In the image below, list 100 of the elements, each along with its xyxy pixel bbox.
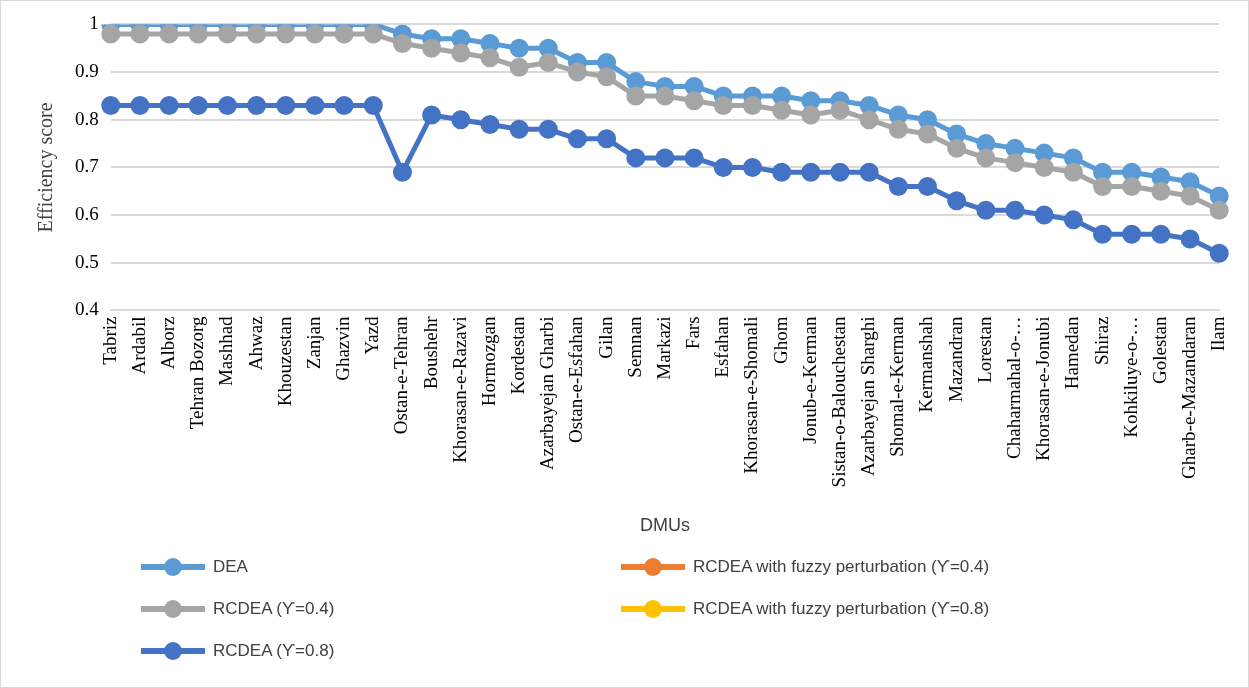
point xyxy=(684,76,704,96)
x-tick-label: Markazi xyxy=(652,316,674,380)
point xyxy=(801,105,821,125)
point xyxy=(918,176,937,196)
point xyxy=(1180,172,1200,192)
x-tick-label: Boushehr xyxy=(419,315,441,390)
legend-label: RCDEA (ϒ=0.8) xyxy=(213,641,335,661)
point xyxy=(1122,162,1142,182)
legend-label: DEA xyxy=(213,557,248,577)
x-axis-title: DMUs xyxy=(639,515,690,536)
x-tick-label: Ardabil xyxy=(127,316,149,375)
x-tick-label: Mashhad xyxy=(215,315,237,387)
x-tick-label: Shomal-e-Kerman xyxy=(886,315,908,457)
x-tick-label: Semnan xyxy=(623,315,645,378)
point xyxy=(742,157,762,177)
x-tick-label: Mazandran xyxy=(944,315,966,402)
point xyxy=(1209,186,1229,206)
x-tick-label: Hamedan xyxy=(1061,315,1083,390)
x-tick-label: Tabriz xyxy=(98,316,120,365)
point xyxy=(801,91,821,111)
point xyxy=(713,157,733,177)
point xyxy=(1005,200,1025,220)
point xyxy=(334,95,354,115)
point xyxy=(538,38,558,58)
point xyxy=(480,115,500,135)
point xyxy=(1063,210,1083,230)
point xyxy=(772,100,792,120)
point xyxy=(422,105,442,125)
x-tick-label: Khorasan-e-Shomali xyxy=(740,316,762,474)
x-tick-label: Kermanshah xyxy=(915,315,937,413)
point xyxy=(1151,181,1171,201)
x-tick-label: Zanjan xyxy=(302,315,324,370)
point xyxy=(392,162,412,182)
point xyxy=(538,53,558,73)
point xyxy=(947,124,967,144)
point xyxy=(597,67,617,87)
point xyxy=(480,33,500,53)
point xyxy=(684,91,704,111)
x-tick-label: Jonub-e-Kerman xyxy=(798,315,820,445)
x-tick-label: Azarbayejan Gharbi xyxy=(536,316,558,470)
point xyxy=(1209,200,1229,220)
point xyxy=(1122,176,1142,196)
x-tick-label: Azarbayejan Sharghi xyxy=(857,316,879,476)
point xyxy=(947,138,967,158)
point xyxy=(888,176,908,196)
point xyxy=(130,95,150,115)
x-tick-label: Kordestan xyxy=(507,315,529,395)
x-tick-label: Kohkiluye-o-… xyxy=(1119,316,1141,438)
x-tick-label: Sistan-o-Balouchestan xyxy=(827,315,849,488)
x-tick-label: Yazd xyxy=(361,315,383,355)
point xyxy=(305,24,325,44)
point xyxy=(101,95,121,115)
point xyxy=(480,48,500,68)
x-tick-label: Shiraz xyxy=(1090,316,1112,365)
point xyxy=(247,24,267,44)
point xyxy=(655,86,675,106)
point xyxy=(597,53,617,73)
point xyxy=(1209,243,1229,263)
point xyxy=(422,38,442,58)
point xyxy=(1034,157,1054,177)
point xyxy=(538,119,558,139)
point xyxy=(101,24,121,44)
x-tick-label: Hormozgan xyxy=(477,315,499,407)
point xyxy=(626,86,646,106)
x-tick-label: Ilam xyxy=(1207,316,1229,352)
point xyxy=(509,119,529,139)
point xyxy=(1093,162,1113,182)
point xyxy=(1063,162,1083,182)
point xyxy=(188,95,208,115)
legend-label: RCDEA (ϒ=0.4) xyxy=(213,599,335,619)
point xyxy=(130,24,150,44)
point xyxy=(947,191,967,211)
point xyxy=(276,24,296,44)
x-tick-label: Lorestan xyxy=(973,315,995,383)
x-tick-label: Alborz xyxy=(157,316,179,370)
point xyxy=(305,95,325,115)
y-axis-title: Efficiency score xyxy=(34,102,58,233)
y-tick-label: 0.9 xyxy=(75,60,99,82)
x-tick-label: Golestan xyxy=(1148,315,1170,384)
x-tick-label: Gilan xyxy=(594,315,616,359)
x-tick-label: Chaharmahal-o-… xyxy=(1003,316,1024,459)
point xyxy=(188,24,208,44)
y-tick-label: 0.6 xyxy=(75,203,99,225)
point xyxy=(1093,176,1113,196)
y-tick-label: 0.8 xyxy=(75,107,99,129)
y-tick-label: 0.5 xyxy=(75,250,99,272)
point xyxy=(1151,224,1171,244)
point xyxy=(567,129,587,149)
point xyxy=(1034,143,1054,163)
point xyxy=(334,24,354,44)
point xyxy=(217,24,237,44)
point xyxy=(509,57,529,77)
point xyxy=(1122,224,1142,244)
point xyxy=(918,124,937,144)
point xyxy=(392,33,412,53)
point xyxy=(859,95,879,115)
point xyxy=(830,162,850,182)
x-tick-label: Khouzestan xyxy=(273,315,295,407)
legend-label: RCDEA with fuzzy perturbation (ϒ=0.8) xyxy=(693,599,990,619)
point xyxy=(276,95,296,115)
